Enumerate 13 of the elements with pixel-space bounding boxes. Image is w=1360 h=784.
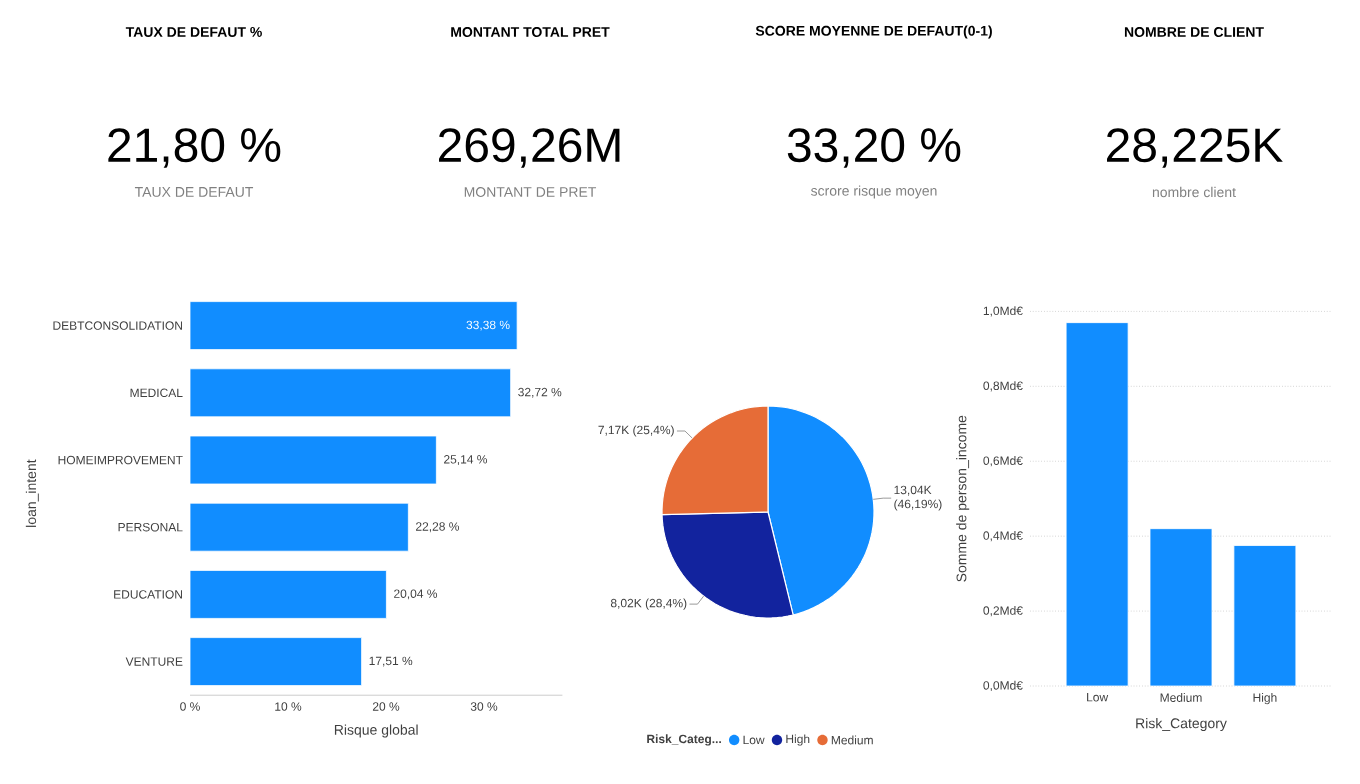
bar: [190, 637, 362, 687]
bar: [1149, 528, 1213, 686]
bar: [190, 502, 409, 552]
bar: [1065, 322, 1129, 686]
bar: [190, 368, 512, 418]
text: 28,225K: [1107, 128, 1283, 168]
text: 269,26M: [439, 128, 620, 168]
bar: [190, 301, 518, 351]
text: 33,20 %: [787, 128, 961, 168]
bar: [1233, 545, 1297, 686]
text: 21,80 %: [108, 128, 281, 168]
bar: [190, 570, 387, 619]
bar: [190, 435, 437, 485]
